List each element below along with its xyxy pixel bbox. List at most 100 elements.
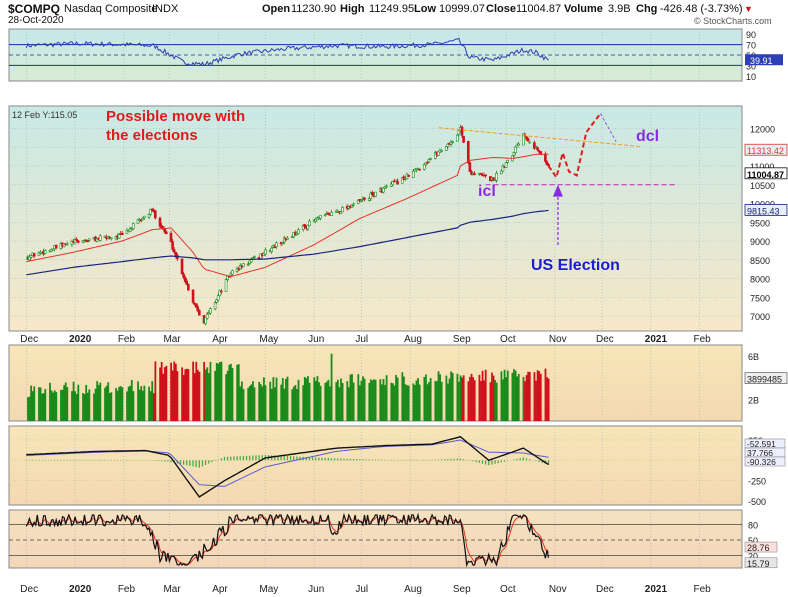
volume-bar — [544, 368, 547, 421]
candle-body — [495, 172, 498, 181]
candle-body — [429, 158, 432, 160]
volume-bar — [362, 376, 364, 421]
volume-bar — [270, 388, 273, 421]
x-tick-label: Aug — [404, 584, 422, 595]
volume-bar — [369, 379, 372, 421]
candle-body — [424, 162, 428, 166]
volume-bar — [203, 361, 206, 421]
candle-body — [515, 144, 519, 148]
candle-body — [306, 225, 310, 230]
volume-bar — [352, 382, 355, 421]
x-tick-label: Mar — [163, 334, 181, 345]
x-tick-label: Jul — [355, 334, 368, 345]
volume-bar — [505, 377, 508, 421]
volume-bar — [250, 384, 253, 421]
volume-bar — [403, 376, 405, 421]
stockcharts-watermark: © StockCharts.com — [694, 16, 772, 26]
chart-date: 28-Oct-2020 — [8, 15, 64, 26]
x-tick-label: Feb — [118, 334, 136, 345]
projected-decline — [599, 113, 617, 142]
volume-bar — [207, 373, 210, 421]
volume-bar — [327, 379, 330, 421]
candle-body — [391, 181, 395, 186]
candle-body — [149, 208, 152, 215]
volume-bar — [240, 381, 243, 421]
price-last-value: 9815.43 — [747, 206, 780, 216]
x-tick-label: Oct — [500, 584, 516, 595]
candle-body — [492, 177, 495, 181]
volume-bar — [206, 367, 209, 421]
candle-body — [196, 306, 200, 312]
x-tick-label: Feb — [694, 584, 712, 595]
x-tick-label: Oct — [500, 334, 516, 345]
volume-bar — [149, 391, 152, 421]
volume-bar — [71, 391, 73, 421]
candle-body — [536, 147, 539, 151]
volume-bar — [181, 367, 184, 421]
candle-body — [286, 237, 289, 240]
volume-bar — [535, 380, 537, 421]
volume-bar — [154, 361, 157, 421]
x-tick-label: Jul — [355, 584, 368, 595]
volume-bar — [74, 391, 77, 421]
rsi-y-tick: 90 — [746, 30, 756, 40]
volume-bar — [274, 387, 276, 421]
candle-body — [444, 146, 448, 151]
volume-bar — [395, 375, 397, 421]
volume-bar — [182, 374, 185, 421]
volume-bar — [447, 383, 449, 421]
volume-bar — [220, 361, 223, 421]
volume-bar — [121, 387, 124, 421]
volume-bar — [401, 372, 404, 421]
volume-bar — [174, 363, 177, 421]
x-tick-label: 2021 — [645, 334, 668, 345]
volume-bar — [264, 385, 267, 421]
volume-bar — [522, 376, 525, 421]
volume-bar — [49, 382, 51, 421]
volume-bar — [85, 384, 88, 421]
candle-body — [360, 200, 363, 202]
volume-bar — [415, 380, 418, 421]
annotation-icl: icl — [478, 183, 496, 200]
volume-bar — [75, 394, 78, 421]
annotation-possible-move: Possible move with — [106, 108, 245, 125]
candle-body — [130, 228, 133, 231]
candle-body — [218, 290, 222, 297]
volume-bar — [132, 391, 135, 421]
stochastic-last-value: 28.76 — [747, 543, 770, 553]
x-tick-label: May — [259, 334, 278, 345]
change-value: -426.48 (-3.73%) — [660, 3, 743, 15]
candle-body — [183, 277, 187, 282]
candle-body — [533, 142, 536, 149]
volume-bar — [269, 381, 272, 421]
volume-bar — [316, 376, 319, 421]
candle-body — [242, 263, 245, 267]
price-y-tick: 7500 — [750, 293, 770, 303]
candle-body — [29, 255, 33, 258]
volume-bar — [527, 371, 530, 421]
volume-bar — [357, 374, 360, 421]
volume-bar — [292, 386, 295, 421]
candle-body — [297, 229, 300, 234]
price-y-tick: 12000 — [750, 125, 775, 135]
volume-bar — [229, 363, 232, 421]
volume-bar — [86, 392, 89, 421]
volume-bar — [281, 378, 284, 421]
candle-body — [84, 239, 88, 242]
volume-bar — [160, 362, 163, 421]
volume-bar — [108, 393, 111, 421]
moving-average-200-line — [26, 209, 549, 276]
volume-bar — [371, 380, 374, 421]
volume-bar — [42, 393, 45, 421]
volume-bar — [296, 389, 298, 421]
volume-bar — [217, 363, 220, 421]
x-tick-label: Dec — [20, 334, 38, 345]
candle-body — [161, 226, 165, 230]
volume-bar — [151, 381, 154, 421]
volume-bar — [118, 386, 121, 421]
volume-bar — [473, 380, 476, 421]
price-y-tick: 11000 — [750, 162, 774, 172]
volume-bar — [368, 382, 371, 421]
price-last-value-bg — [744, 143, 788, 156]
price-last-value: 11004.87 — [747, 170, 784, 180]
